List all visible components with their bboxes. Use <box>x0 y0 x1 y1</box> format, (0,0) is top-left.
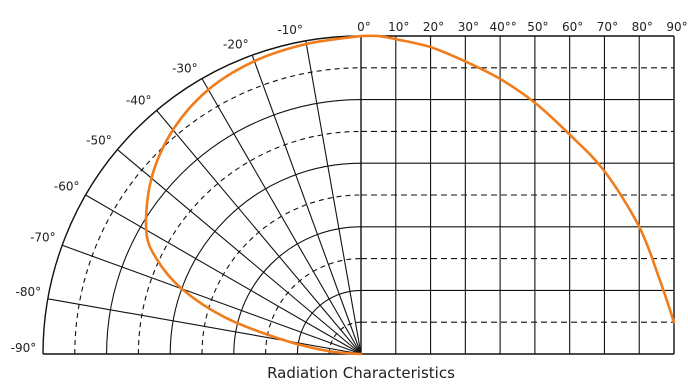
x-tick-label: 30° <box>458 20 479 34</box>
polar-ring <box>106 99 362 355</box>
tick-labels: -10° -20° -30° -40° -50° -60° -70° -80° -90° 0° 10… <box>11 20 688 355</box>
polar-spoke <box>201 78 362 355</box>
polar-angle-label: -20° <box>223 38 249 52</box>
x-tick-label: 10° <box>388 20 409 34</box>
polar-ring <box>296 289 362 355</box>
polar-angle-label: -50° <box>86 134 112 148</box>
x-tick-label: 50° <box>527 20 548 34</box>
polar-outer-arc <box>42 35 362 355</box>
polar-spoke <box>47 298 362 355</box>
polar-ring-dashed <box>74 67 362 355</box>
chart-title: Radiation Characteristics <box>267 364 455 382</box>
polar-angle-label: -80° <box>16 285 42 299</box>
polar-spoke <box>156 110 362 355</box>
polar-angle-label: -30° <box>172 61 198 75</box>
polar-angle-label: -70° <box>30 231 56 245</box>
x-tick-label: 20° <box>423 20 444 34</box>
polar-spoke <box>117 149 362 355</box>
polar-ring <box>233 226 362 355</box>
x-tick-label: 60° <box>562 20 583 34</box>
x-tick-label: 70° <box>597 20 618 34</box>
x-tick-label: 80° <box>632 20 653 34</box>
x-tick-label: 90° <box>666 20 687 34</box>
polar-angle-label: -10° <box>277 23 303 37</box>
x-tick-label: 40°° <box>489 20 516 34</box>
polar-angle-label: -90° <box>11 341 37 355</box>
polar-spoke <box>85 194 362 355</box>
grid <box>42 35 675 355</box>
series <box>144 34 676 356</box>
polar-spoke <box>305 40 362 355</box>
polar-angle-label: -60° <box>54 180 80 194</box>
series-line-cartesian <box>359 34 676 324</box>
series-line-polar <box>144 34 363 356</box>
x-tick-label: 0° <box>357 20 371 34</box>
polar-spoke <box>61 244 362 355</box>
polar-angle-label: -40° <box>126 94 152 108</box>
polar-ring <box>169 162 362 355</box>
polar-spoke <box>251 54 362 355</box>
polar-ring-dashed <box>137 130 362 355</box>
